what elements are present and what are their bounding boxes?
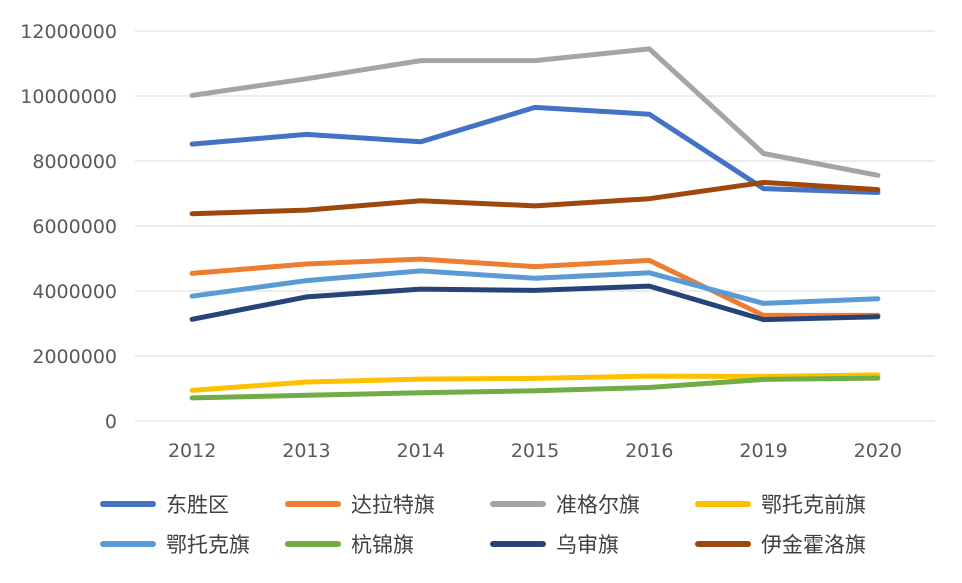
y-tick-label: 8000000: [32, 151, 117, 173]
legend-label: 杭锦旗: [351, 533, 414, 557]
x-tick-label: 2013: [282, 440, 330, 462]
y-axis-tick-labels: 0 2000000 4000000 6000000 8000000 10000000 120…: [20, 21, 117, 433]
x-tick-label: 2015: [511, 440, 559, 462]
legend-label: 伊金霍洛旗: [761, 533, 866, 557]
legend: 东胜区 达拉特旗 准格尔旗 鄂托克前旗鄂托克旗 杭锦旗 乌审旗 伊金霍洛旗: [100, 486, 960, 562]
legend-label: 达拉特旗: [351, 493, 435, 517]
legend-item: 乌审旗: [490, 526, 695, 562]
x-tick-label: 2014: [397, 440, 445, 462]
legend-item: 伊金霍洛旗: [695, 526, 895, 562]
y-tick-label: 4000000: [32, 281, 117, 303]
series-lines: [189, 46, 881, 401]
series-line-5: [189, 375, 881, 401]
legend-item: 杭锦旗: [285, 526, 490, 562]
legend-label: 鄂托克前旗: [761, 493, 866, 517]
legend-item: 鄂托克旗: [100, 526, 285, 562]
y-tick-label: 6000000: [32, 216, 117, 238]
series-line-6: [189, 283, 881, 323]
legend-swatch: [285, 541, 341, 547]
legend-swatch: [695, 541, 751, 547]
legend-swatch: [100, 541, 156, 547]
legend-swatch: [695, 501, 751, 507]
gridlines: [135, 30, 935, 422]
legend-label: 东胜区: [166, 493, 229, 517]
legend-item: 达拉特旗: [285, 486, 490, 522]
legend-item: 鄂托克前旗: [695, 486, 895, 522]
legend-label: 鄂托克旗: [166, 533, 250, 557]
series-line-1: [189, 256, 881, 318]
y-tick-label: 10000000: [20, 86, 117, 108]
legend-swatch: [490, 501, 546, 507]
series-line-3: [189, 372, 881, 393]
legend-item: 东胜区: [100, 486, 285, 522]
y-tick-label: 12000000: [20, 21, 117, 43]
series-line-2: [189, 46, 881, 178]
legend-label: 乌审旗: [556, 533, 619, 557]
x-tick-label: 2019: [739, 440, 787, 462]
series-line-7: [189, 179, 881, 217]
x-tick-label: 2012: [168, 440, 216, 462]
y-tick-label: 0: [105, 411, 117, 433]
x-tick-label: 2016: [625, 440, 673, 462]
legend-item: 准格尔旗: [490, 486, 695, 522]
legend-swatch: [100, 501, 156, 507]
series-line-4: [189, 268, 881, 306]
series-line-0: [189, 104, 881, 195]
y-tick-label: 2000000: [32, 346, 117, 368]
x-axis-tick-labels: 2012 2013 2014 2015 2016 2019 2020: [168, 440, 902, 462]
legend-swatch: [285, 501, 341, 507]
x-tick-label: 2020: [854, 440, 902, 462]
legend-label: 准格尔旗: [556, 493, 640, 517]
legend-swatch: [490, 541, 546, 547]
